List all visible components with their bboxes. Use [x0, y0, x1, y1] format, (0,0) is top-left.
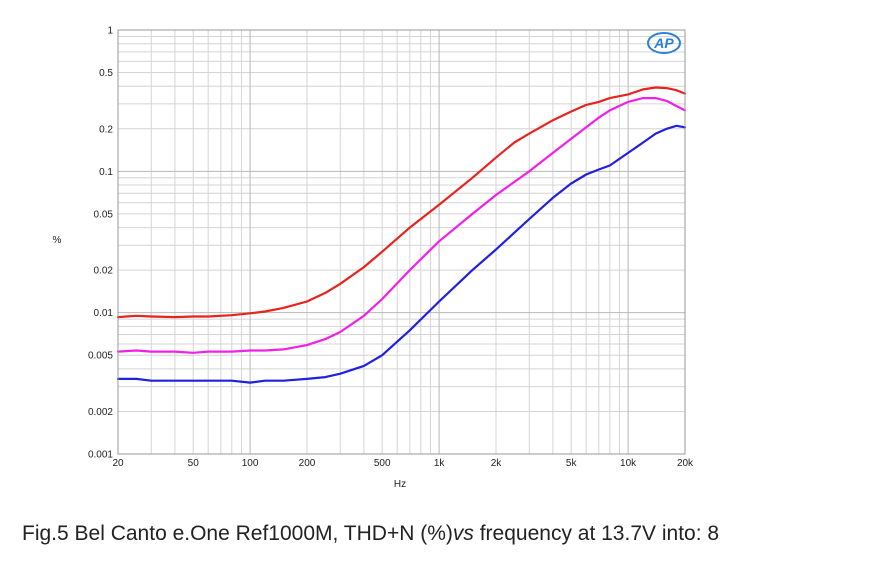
caption-suffix: frequency at 13.7V into: 8 [473, 522, 720, 545]
plot-frame [117, 29, 686, 455]
series-line-3 [116, 124, 687, 384]
x-tick-label: 20k [677, 458, 694, 469]
y-tick-label: 0.2 [99, 124, 113, 135]
x-tick-label: 50 [188, 458, 200, 469]
y-axis-label: % [53, 235, 62, 246]
y-tick-label: 0.01 [94, 308, 114, 319]
x-axis-label: Hz [394, 479, 406, 490]
x-tick-label: 500 [374, 458, 391, 469]
plot-background [118, 30, 685, 454]
x-tick-label: 1k [434, 458, 446, 469]
ap-logo-text: AP [653, 35, 674, 51]
series-line-1 [116, 86, 687, 319]
ap-logo-badge [647, 32, 681, 54]
thd-frequency-chart: 20 50 100 200 500 1k 2k 5k 10k 20k 1 0.5 0.2 0.1 0.05… [53, 26, 695, 491]
caption-vs: vs [452, 522, 474, 545]
x-tick-labels: 20 50 100 200 500 1k 2k 5k 10k 20k [112, 458, 694, 469]
x-tick-label: 5k [566, 458, 578, 469]
y-tick-labels: 1 0.5 0.2 0.1 0.05 0.02 0.01 0.005 0.002 0.001 [88, 26, 113, 461]
x-tick-label: 10k [620, 458, 637, 469]
series-line-2 [116, 96, 687, 354]
y-tick-label: 0.001 [88, 450, 113, 461]
figure-caption: Fig.5 Bel Canto e.One Ref1000M, THD+N (%… [22, 522, 719, 546]
y-tick-label: 1 [107, 26, 113, 37]
series-layer [116, 86, 687, 384]
y-tick-label: 0.1 [99, 167, 113, 178]
x-tick-label: 200 [299, 458, 316, 469]
caption-prefix: Fig.5 Bel Canto e.One Ref1000M, THD+N (%… [22, 522, 453, 545]
y-tick-label: 0.02 [94, 266, 114, 277]
x-tick-label: 20 [112, 458, 124, 469]
y-tick-label: 0.002 [88, 407, 113, 418]
y-tick-label: 0.05 [94, 209, 114, 220]
y-tick-label: 0.5 [99, 68, 113, 79]
y-tick-label: 0.005 [88, 351, 113, 362]
x-tick-label: 100 [242, 458, 259, 469]
x-tick-label: 2k [491, 458, 503, 469]
ap-logo: AP [647, 32, 681, 54]
